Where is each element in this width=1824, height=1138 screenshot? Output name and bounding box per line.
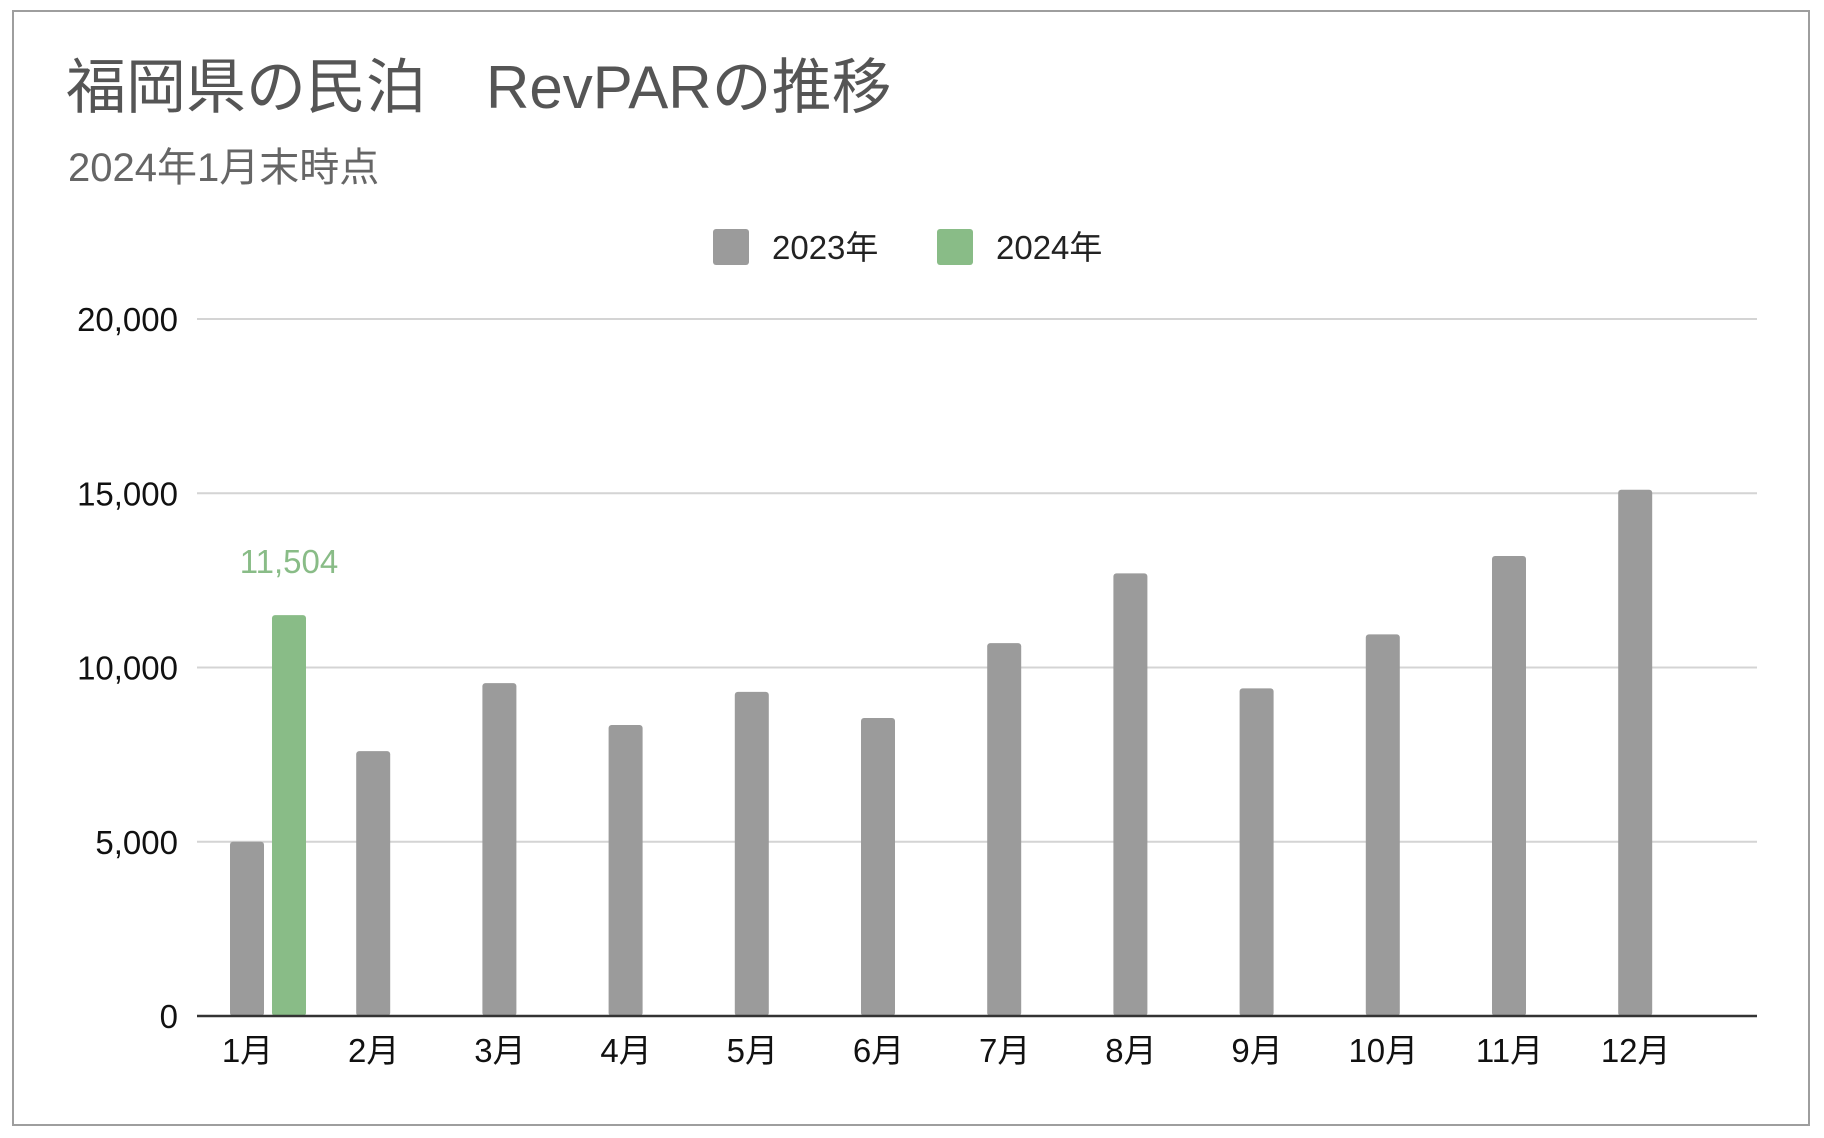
x-tick-label: 10月: [1348, 1032, 1418, 1069]
x-tick-label: 5月: [727, 1032, 778, 1069]
x-tick-label: 4月: [600, 1032, 651, 1069]
bar-series-2023: [230, 841, 264, 1016]
bar-series-2023: [861, 718, 895, 1016]
bar-series-2023: [1365, 634, 1400, 1016]
bar-series-2023: [608, 725, 643, 1016]
x-tick-label: 11月: [1476, 1032, 1543, 1069]
x-tick-label: 9月: [1231, 1032, 1282, 1069]
axes: 0 5,000 10,000 15,000 20,000 1月 2月 3月 4月 5月 6月 7月 8月…: [77, 301, 1757, 1069]
bar-series-2024: [272, 615, 306, 1016]
x-tick-label: 3月: [474, 1032, 525, 1069]
x-tick-label: 1月: [222, 1032, 273, 1069]
bars: [230, 489, 1653, 1016]
x-tick-label: 6月: [853, 1032, 904, 1069]
bar-series-2023: [1492, 555, 1526, 1016]
chart-title: 福岡県の民泊 RevPARの推移: [66, 54, 892, 121]
bar-series-2023: [1113, 573, 1148, 1016]
legend-label: 2023年: [772, 229, 878, 266]
y-tick-label: 5,000: [95, 824, 178, 861]
bar-series-2023: [482, 683, 517, 1016]
chart-subtitle: 2024年1月末時点: [68, 146, 380, 190]
bar-series-2023: [356, 751, 391, 1016]
x-tick-label: 2月: [348, 1032, 399, 1069]
legend-swatch: [937, 229, 973, 265]
x-tick-label: 8月: [1105, 1032, 1156, 1069]
bar-series-2023: [1618, 489, 1653, 1016]
bar-series-2023: [987, 643, 1022, 1016]
y-tick-label: 0: [160, 998, 178, 1035]
data-label: 11,504: [240, 543, 338, 580]
y-tick-label: 15,000: [77, 475, 178, 512]
bar-series-2023: [734, 691, 769, 1016]
chart-legend: 2023年 2024年: [713, 229, 1102, 266]
gridlines: [197, 318, 1757, 843]
y-tick-label: 10,000: [77, 650, 178, 687]
x-tick-label: 7月: [979, 1032, 1030, 1069]
y-tick-label: 20,000: [77, 301, 178, 338]
bar-series-2023: [1239, 688, 1274, 1016]
legend-swatch: [713, 229, 749, 265]
data-labels: 11,504: [240, 543, 338, 580]
x-tick-label: 12月: [1601, 1032, 1671, 1069]
legend-label: 2024年: [996, 229, 1102, 266]
